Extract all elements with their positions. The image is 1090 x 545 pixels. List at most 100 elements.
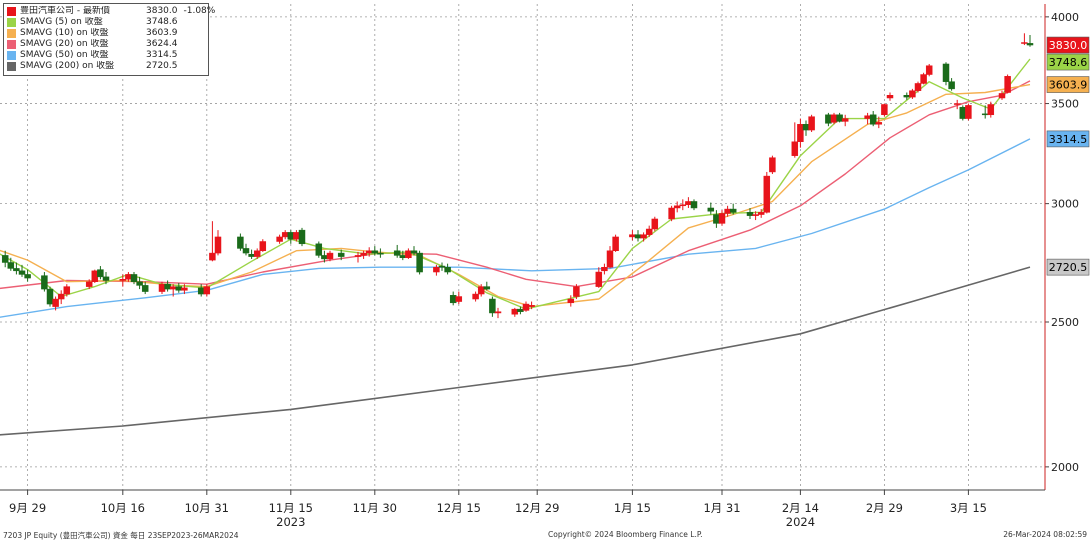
candle-body	[925, 65, 933, 75]
candle	[248, 249, 255, 259]
candle-body	[242, 248, 250, 254]
last-value-tag: 3314.5	[1046, 130, 1090, 148]
last-value-tag-box	[1046, 130, 1090, 148]
legend-change: -1.08%	[183, 6, 216, 16]
candle-body	[981, 113, 989, 116]
candle	[175, 282, 183, 293]
candle-body	[181, 287, 188, 291]
candle-body	[326, 252, 334, 260]
candle	[797, 118, 804, 148]
candle-body	[203, 286, 211, 295]
last-value-tag-box	[1046, 76, 1090, 93]
legend-label: SMAVG (50) on 收盤	[20, 50, 109, 60]
candle	[707, 202, 715, 215]
candle	[825, 112, 832, 127]
candle	[489, 296, 496, 317]
legend-entry: SMAVG (200) on 收盤 2720.5	[7, 61, 205, 72]
candle	[281, 230, 289, 240]
candle	[237, 233, 244, 251]
candle-body	[640, 234, 647, 239]
candle-body	[214, 236, 222, 254]
candle-body	[287, 232, 295, 240]
legend-value: 3830.0	[146, 6, 178, 16]
candle-body	[953, 103, 961, 105]
candle-body	[522, 303, 530, 311]
candle	[203, 284, 211, 297]
candle	[141, 281, 149, 295]
candle-body	[7, 262, 15, 269]
candle-body	[102, 276, 110, 281]
candle	[276, 234, 283, 244]
candle	[360, 250, 367, 259]
y-tick-label: 3000	[1051, 198, 1079, 211]
candle-body	[573, 286, 580, 297]
candle-body	[841, 118, 849, 122]
candle	[46, 286, 54, 307]
legend-label: SMAVG (5) on 收盤	[20, 17, 103, 27]
candle-body	[634, 234, 642, 239]
candle	[679, 199, 687, 211]
sma-line	[0, 58, 1031, 310]
candle-body	[46, 288, 54, 305]
candle	[85, 279, 93, 290]
last-value-tag-label: 2720.5	[1049, 261, 1088, 274]
candle-body	[685, 201, 692, 205]
candle-body	[315, 243, 323, 256]
candle	[130, 272, 138, 285]
candle	[629, 230, 636, 241]
candle-body	[836, 114, 843, 122]
candle	[326, 250, 334, 262]
grid-lines	[0, 4, 1045, 490]
candle	[24, 269, 31, 282]
candle-body	[707, 207, 715, 212]
legend-value: 3603.9	[146, 28, 178, 38]
candle-body	[444, 266, 451, 273]
candle-body	[365, 250, 373, 254]
candle	[668, 205, 675, 222]
candle	[102, 272, 110, 285]
candle-body	[41, 275, 48, 290]
last-value-tag-label: 3314.5	[1049, 133, 1088, 146]
candle	[455, 291, 463, 305]
candle	[57, 290, 65, 305]
candle-body	[449, 295, 457, 304]
candle	[920, 72, 927, 85]
candle-body	[869, 114, 877, 125]
candle	[802, 120, 810, 136]
candle-body	[494, 311, 502, 314]
candle-body	[959, 107, 967, 119]
x-tick-label: 10月 31	[185, 501, 229, 515]
candle-body	[136, 281, 143, 286]
legend-swatch	[7, 18, 16, 27]
candle-body	[679, 204, 687, 207]
candle	[511, 307, 519, 317]
candle-body	[158, 283, 166, 292]
legend-value: 3624.4	[146, 39, 178, 49]
candle-body	[920, 74, 927, 84]
candle-body	[175, 286, 183, 291]
last-value-tag: 3748.6	[1046, 53, 1090, 71]
legend-entry: SMAVG (5) on 收盤 3748.6	[7, 17, 205, 28]
legend-value: 3748.6	[146, 17, 178, 27]
candle-body	[903, 95, 911, 98]
y-tick-label: 2000	[1051, 461, 1079, 474]
y-tick-label: 3500	[1051, 98, 1079, 111]
candle-body	[1026, 43, 1034, 46]
candle-body	[130, 274, 138, 282]
candle-body	[612, 236, 619, 251]
candle-body	[209, 252, 216, 261]
candle	[606, 246, 614, 269]
candle	[601, 263, 608, 275]
candle-body	[629, 234, 636, 238]
candle-body	[472, 293, 479, 300]
legend-value: 2720.5	[146, 61, 178, 71]
last-value-tag: 3603.9	[1046, 76, 1090, 93]
candle	[864, 112, 871, 125]
last-value-tag-box	[1046, 53, 1090, 71]
candle-body	[164, 283, 171, 290]
candle	[209, 221, 216, 262]
candle-body	[57, 293, 65, 300]
candle-body	[438, 265, 446, 268]
candle-body	[757, 212, 765, 215]
